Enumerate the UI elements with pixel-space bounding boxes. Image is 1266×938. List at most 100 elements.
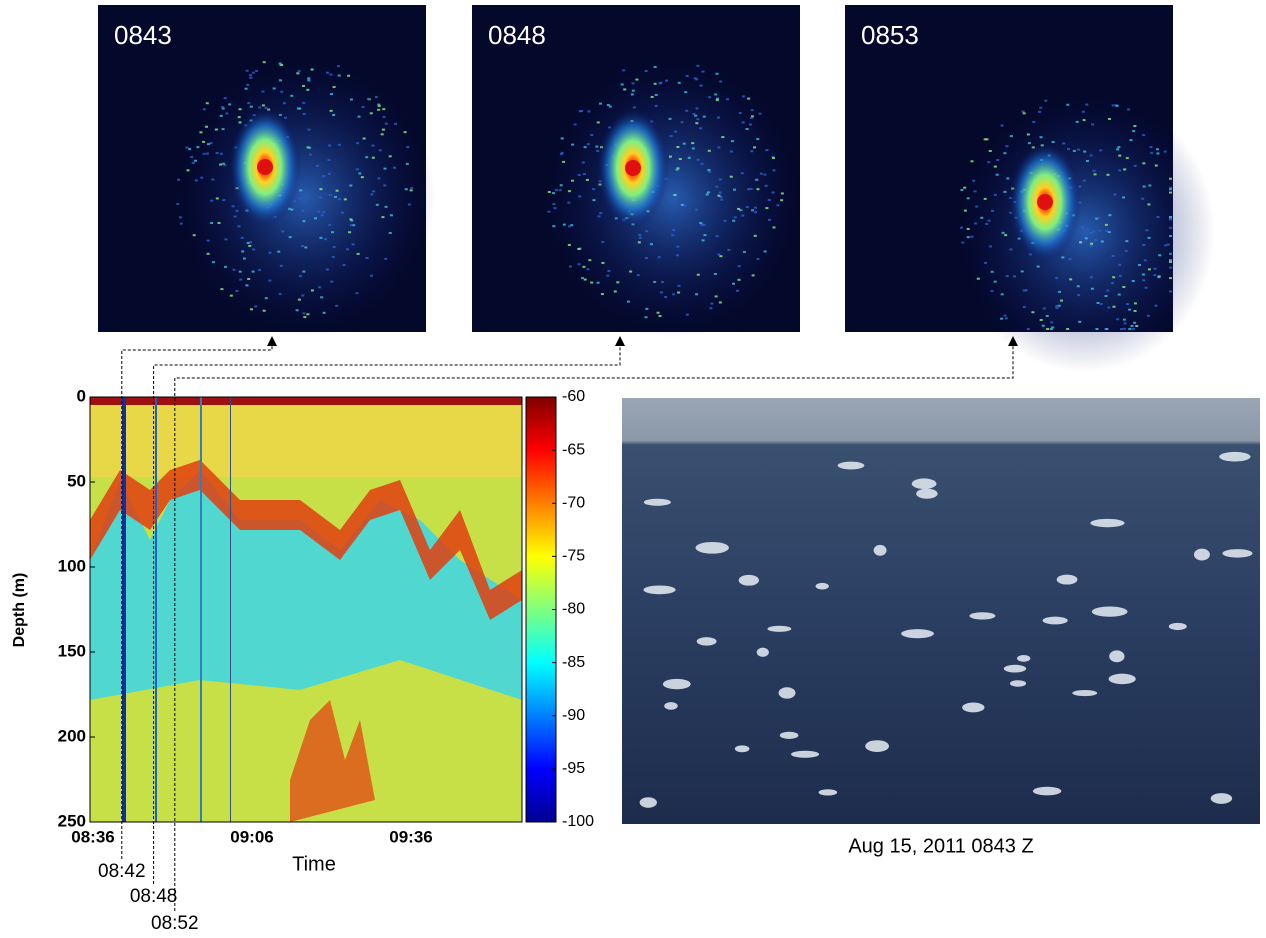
sonar-label: 0843 bbox=[114, 20, 172, 50]
sonar-speckle bbox=[293, 200, 297, 203]
echo-upper bbox=[90, 397, 522, 477]
sonar-speckle bbox=[682, 142, 686, 145]
sonar-speckle bbox=[1137, 263, 1141, 266]
sonar-speckle bbox=[706, 191, 710, 194]
sonar-speckle bbox=[578, 195, 582, 198]
whitecap bbox=[1091, 606, 1128, 617]
sonar-speckle bbox=[754, 206, 758, 209]
sonar-speckle bbox=[747, 188, 751, 191]
sonar-speckle bbox=[654, 93, 658, 96]
marker-label: 08:52 bbox=[151, 913, 199, 934]
sonar-speckle bbox=[990, 270, 994, 273]
sonar-speckle bbox=[695, 107, 699, 110]
sonar-speckle bbox=[372, 190, 376, 193]
sonar-speckle bbox=[258, 106, 262, 109]
sonar-speckle bbox=[1039, 318, 1043, 321]
sonar-speckle bbox=[365, 156, 369, 159]
sonar-speckle bbox=[1058, 290, 1062, 293]
sonar-speckle bbox=[1157, 276, 1161, 279]
sonar-speckle bbox=[588, 259, 592, 262]
echo-streak bbox=[122, 397, 126, 822]
sonar-speckle bbox=[672, 293, 676, 296]
sonar-speckle bbox=[763, 250, 767, 253]
sonar-speckle bbox=[1122, 286, 1126, 289]
sonar-speckle bbox=[223, 265, 227, 268]
sonar-speckle bbox=[745, 127, 749, 130]
sonar-speckle bbox=[1130, 324, 1134, 327]
sonar-speckle bbox=[1122, 318, 1126, 321]
sonar-speckle bbox=[684, 91, 688, 94]
sonar-speckle bbox=[347, 74, 351, 77]
sonar-speckle bbox=[247, 102, 251, 105]
sonar-speckle bbox=[675, 254, 679, 257]
sonar-speckle bbox=[1132, 130, 1136, 133]
sonar-speckle bbox=[246, 241, 250, 244]
y-tick-label: 100 bbox=[58, 556, 86, 575]
sonar-speckle bbox=[1104, 223, 1108, 226]
sonar-speckle bbox=[1005, 275, 1009, 278]
sonar-speckle bbox=[268, 251, 272, 254]
sonar-speckle bbox=[1100, 240, 1104, 243]
sonar-speckle bbox=[1045, 314, 1049, 317]
whitecap bbox=[911, 478, 937, 490]
sonar-speckle bbox=[1145, 229, 1149, 232]
sonar-speckle bbox=[262, 61, 266, 64]
sonar-speckle bbox=[632, 106, 636, 109]
echo-frame bbox=[89, 396, 523, 823]
sonar-speckle bbox=[668, 117, 672, 120]
sonar-speckle bbox=[571, 179, 575, 182]
sonar-speckle bbox=[607, 269, 611, 272]
sonar-speckle bbox=[1066, 147, 1070, 150]
sonar-speckle bbox=[179, 222, 183, 225]
sonar-speckle bbox=[1169, 226, 1172, 229]
sonar-speckle bbox=[303, 316, 307, 319]
sonar-speckle bbox=[1142, 162, 1146, 165]
sonar-speckle bbox=[1169, 290, 1172, 293]
whitecap bbox=[916, 488, 938, 499]
sonar-speckle bbox=[1089, 276, 1093, 279]
sonar-speckle bbox=[696, 64, 700, 67]
sonar-core bbox=[257, 159, 273, 175]
sonar-speckle bbox=[631, 89, 635, 92]
photo bbox=[622, 398, 1260, 824]
sonar-haze bbox=[543, 58, 803, 338]
sonar-speckle bbox=[1099, 149, 1103, 152]
sonar-speckle bbox=[362, 137, 366, 140]
sonar-speckle bbox=[980, 216, 984, 219]
sonar-speckle bbox=[1169, 252, 1172, 255]
sonar-speckle bbox=[323, 238, 327, 241]
sonar-speckle bbox=[608, 105, 612, 108]
sonar-speckle bbox=[713, 272, 717, 275]
sonar-speckle bbox=[357, 115, 361, 118]
sonar-speckle bbox=[638, 233, 642, 236]
sonar-speckle bbox=[349, 184, 353, 187]
whitecap bbox=[1017, 655, 1031, 662]
sonar-speckle bbox=[751, 209, 755, 212]
sonar-speckle bbox=[573, 123, 577, 126]
sonar-speckle bbox=[1112, 305, 1116, 308]
sonar-speckle bbox=[1147, 236, 1151, 239]
sonar-speckle bbox=[568, 265, 572, 268]
sonar-speckle bbox=[739, 209, 743, 212]
arrow bbox=[1008, 336, 1018, 346]
sonar-speckle bbox=[1090, 287, 1094, 290]
sonar-speckle bbox=[1006, 177, 1010, 180]
sonar-speckle bbox=[382, 108, 386, 111]
sonar-speckle bbox=[993, 280, 997, 283]
sonar-speckle bbox=[714, 295, 718, 298]
sonar-speckle bbox=[205, 102, 209, 105]
sonar-speckle bbox=[747, 97, 751, 100]
sonar-speckle bbox=[718, 178, 722, 181]
sonar-speckle bbox=[380, 133, 384, 136]
sonar-speckle bbox=[699, 84, 703, 87]
colorbar-tick-label: -100 bbox=[562, 813, 594, 830]
sonar-speckle bbox=[1027, 142, 1031, 145]
y-tick-label: 200 bbox=[58, 726, 86, 745]
sonar-speckle bbox=[599, 102, 603, 105]
sonar-speckle bbox=[1091, 123, 1095, 126]
sonar-speckle bbox=[1147, 203, 1151, 206]
sonar-speckle bbox=[404, 188, 408, 191]
colorbar-tick-label: -85 bbox=[562, 654, 585, 671]
sonar-speckle bbox=[671, 234, 675, 237]
sonar-speckle bbox=[1153, 274, 1157, 277]
